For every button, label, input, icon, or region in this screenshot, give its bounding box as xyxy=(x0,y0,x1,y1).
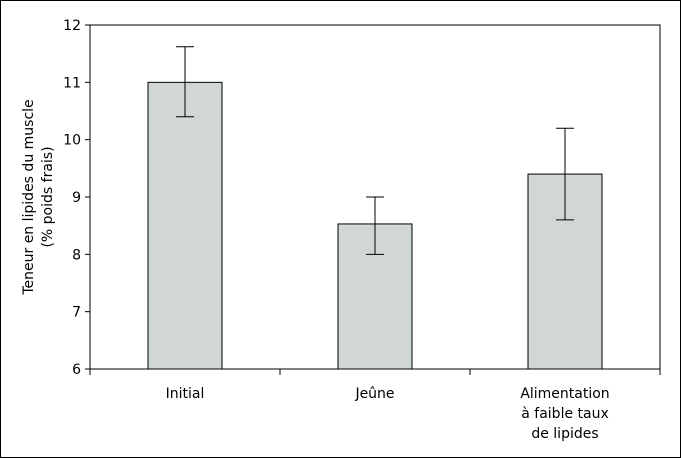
y-axis-ticks: 6 7 8 9 10 11 12 xyxy=(63,18,661,378)
y-tick-label: 8 xyxy=(72,247,81,263)
error-bar xyxy=(556,127,574,221)
bars xyxy=(147,81,603,370)
error-bars xyxy=(176,46,574,255)
y-tick-label: 7 xyxy=(72,305,81,321)
error-bar xyxy=(366,196,384,255)
category-labels: Initial Jeûne Alimentation à faible taux de … xyxy=(166,386,610,442)
bar xyxy=(147,81,223,370)
y-axis-title: Teneur en lipides du muscle (% poids frai… xyxy=(21,99,56,295)
x-category-label: Initial xyxy=(166,386,205,402)
y-axis-label: Teneur en lipides du muscle (% poids frai… xyxy=(21,99,56,295)
error-bar xyxy=(176,46,194,118)
y-tick-label: 10 xyxy=(63,133,81,149)
y-tick-label: 11 xyxy=(63,75,81,91)
x-category-label: Alimentation à faible taux de lipides xyxy=(520,386,609,442)
y-tick-label: 12 xyxy=(63,18,81,34)
x-category-label: Jeûne xyxy=(354,386,394,402)
y-tick-label: 9 xyxy=(72,190,81,206)
y-tick-label: 6 xyxy=(72,362,81,378)
